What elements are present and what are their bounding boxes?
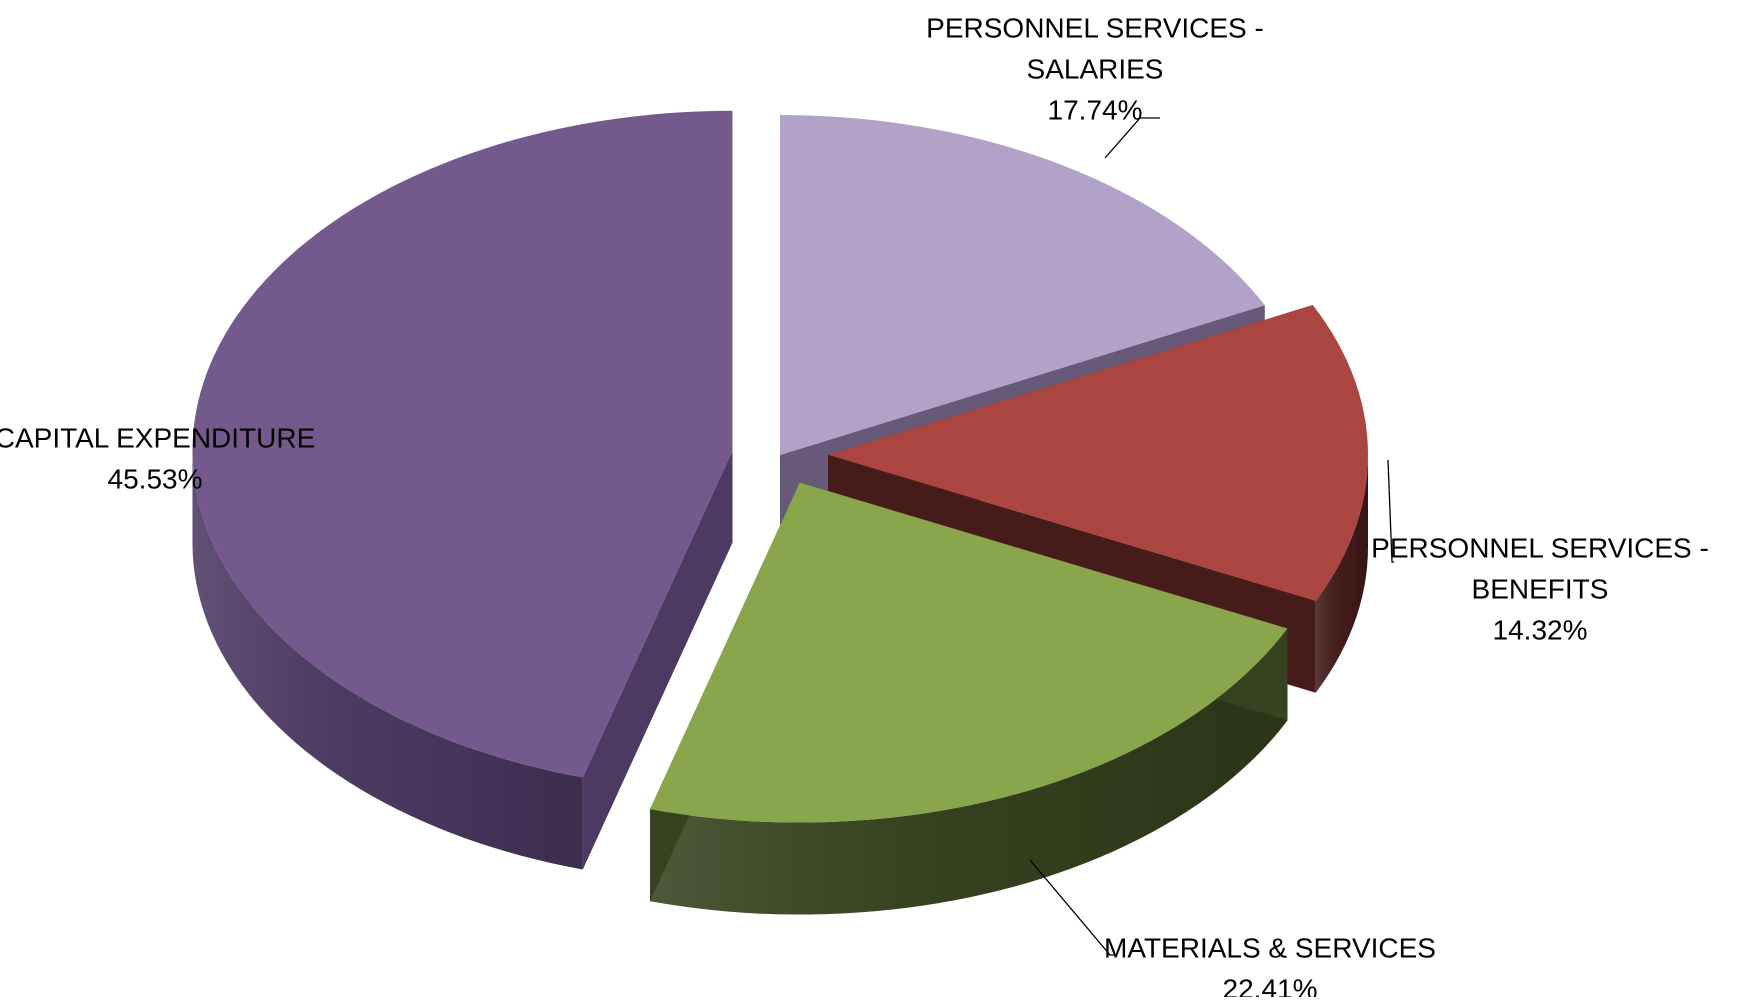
data-label-percent-personnel-services-benefits: 14.32% — [1493, 614, 1588, 645]
data-label-percent-personnel-services-salaries: 17.74% — [1048, 94, 1143, 125]
data-label-category-personnel-services-salaries: SALARIES — [1027, 53, 1164, 84]
pie-slice-side-shade — [192, 450, 583, 870]
pie-slice-side-shade — [650, 628, 1288, 915]
leader-line-personnel-services-benefits — [1387, 459, 1394, 563]
pie-slice-personnel-services-benefits — [828, 305, 1368, 601]
pie-slice-personnel-services-salaries — [780, 115, 1265, 455]
pie-slice-materials-services — [650, 482, 1288, 823]
pie-slice-wall — [582, 450, 733, 870]
pie-slice-capital-expenditure — [192, 110, 733, 778]
data-label-category-personnel-services-salaries: PERSONNEL SERVICES - — [926, 12, 1264, 43]
data-label-category-personnel-services-benefits: BENEFITS — [1472, 573, 1609, 604]
data-label-percent-materials-services: 22.41% — [1223, 973, 1318, 997]
data-label-percent-capital-expenditure: 45.53% — [108, 463, 203, 494]
pie-slice-side-shade — [1315, 454, 1368, 693]
data-label-category-capital-expenditure: CAPITAL EXPENDITURE — [0, 422, 315, 453]
data-label-category-materials-services: MATERIALS & SERVICES — [1104, 932, 1436, 963]
data-label-category-personnel-services-benefits: PERSONNEL SERVICES - — [1371, 532, 1709, 563]
leader-line-materials-services — [1029, 859, 1114, 956]
leader-line-personnel-services-salaries — [1104, 117, 1160, 159]
